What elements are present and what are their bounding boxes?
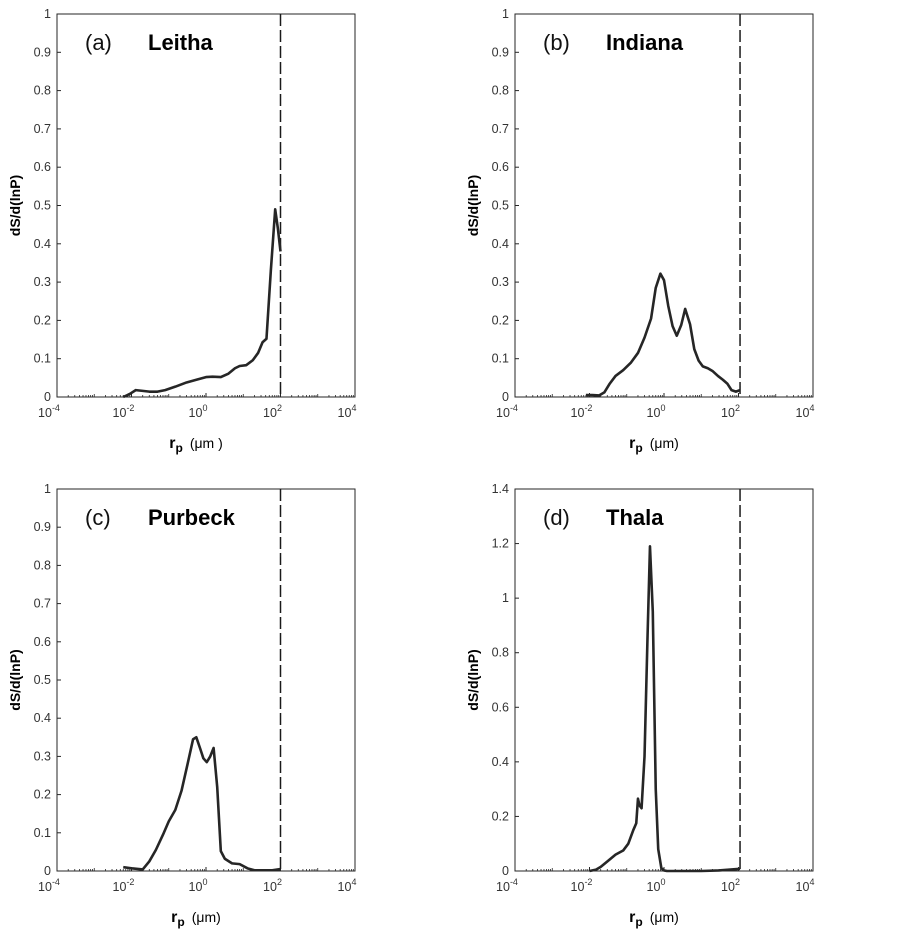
panel-b: 0 0.1 0.2 0.3 0.4 0.5 0.6 0.7 0.8 0.9 1 10-4 10-2 100… — [465, 7, 814, 455]
y-tick-label: 1 — [502, 591, 509, 605]
x-tick-label: 10-4 — [38, 877, 60, 894]
panel-c: 0 0.1 0.2 0.3 0.4 0.5 0.6 0.7 0.8 0.9 1 10-4 10-2 100… — [7, 482, 356, 929]
y-tick-label: 0.5 — [492, 199, 509, 213]
series-line — [589, 545, 741, 873]
panel-title: Indiana — [606, 30, 684, 55]
y-tick-label: 0.4 — [492, 237, 509, 251]
y-tick-label: 1 — [44, 7, 51, 21]
panel-title: Leitha — [148, 30, 214, 55]
x-axis-label: rp (μm) — [629, 909, 679, 929]
panel-label: (c) — [85, 505, 111, 530]
y-tick-label: 0.9 — [34, 520, 51, 534]
x-axis-label: rp (μm) — [629, 435, 679, 455]
y-tick-label: 1.4 — [492, 482, 509, 496]
x-tick-label: 100 — [647, 877, 666, 894]
y-tick-label: 0.6 — [34, 635, 51, 649]
x-tick-label: 10-2 — [113, 877, 135, 894]
x-tick-label: 104 — [338, 403, 357, 420]
y-tick-label: 0.9 — [492, 45, 509, 59]
y-tick-label: 0 — [44, 864, 51, 878]
x-tick-label: 102 — [263, 403, 282, 420]
series-line — [122, 208, 282, 399]
plot-frame — [56, 13, 356, 398]
x-tick-label: 104 — [796, 403, 815, 420]
x-tick-label: 10-4 — [496, 877, 518, 894]
panel-label: (d) — [543, 505, 570, 530]
x-axis-label: rp (μm ) — [169, 435, 223, 455]
series-line — [585, 272, 741, 397]
y-tick-label: 0.1 — [492, 352, 509, 366]
y-tick-label: 0.5 — [34, 673, 51, 687]
y-tick-label: 1.2 — [492, 537, 509, 551]
y-tick-label: 0.5 — [34, 199, 51, 213]
x-tick-label: 104 — [338, 877, 357, 894]
y-tick-label: 0.8 — [34, 558, 51, 572]
y-tick-label: 0 — [44, 390, 51, 404]
y-tick-label: 0.6 — [34, 160, 51, 174]
plot-frame — [514, 13, 814, 398]
x-tick-label: 100 — [647, 403, 666, 420]
panel-a: 0 0.1 0.2 0.3 0.4 0.5 0.6 0.7 0.8 0.9 1 10-4 10-2 100… — [7, 7, 356, 455]
x-tick-label: 100 — [189, 877, 208, 894]
y-tick-label: 0.1 — [34, 826, 51, 840]
y-tick-label: 0.8 — [34, 84, 51, 98]
x-tick-label: 102 — [263, 877, 282, 894]
y-tick-label: 0.6 — [492, 700, 509, 714]
y-tick-label: 0.3 — [492, 275, 509, 289]
y-tick-label: 0.2 — [34, 313, 51, 327]
panel-title: Thala — [606, 505, 664, 530]
y-tick-label: 0.4 — [492, 755, 509, 769]
x-tick-label: 100 — [189, 403, 208, 420]
y-tick-label: 0.2 — [34, 788, 51, 802]
y-tick-label: 0.8 — [492, 646, 509, 660]
y-tick-label: 0.4 — [34, 237, 51, 251]
panel-label: (a) — [85, 30, 112, 55]
series-line — [123, 736, 281, 872]
y-tick-label: 0.7 — [492, 122, 509, 136]
panel-label: (b) — [543, 30, 570, 55]
y-axis-label: dS/d(lnP) — [7, 175, 23, 236]
y-tick-label: 0.2 — [492, 313, 509, 327]
y-tick-label: 1 — [44, 482, 51, 496]
y-axis-label: dS/d(lnP) — [465, 649, 481, 710]
y-tick-label: 0 — [502, 390, 509, 404]
y-tick-label: 0.3 — [34, 749, 51, 763]
x-tick-label: 10-2 — [571, 877, 593, 894]
plot-frame — [514, 488, 814, 872]
y-tick-label: 0.7 — [34, 122, 51, 136]
x-tick-label: 102 — [721, 877, 740, 894]
x-tick-label: 10-2 — [113, 403, 135, 420]
x-axis-label: rp (μm) — [171, 909, 221, 929]
x-tick-label: 10-4 — [496, 403, 518, 420]
y-tick-label: 0.3 — [34, 275, 51, 289]
x-tick-label: 102 — [721, 403, 740, 420]
y-tick-label: 0.8 — [492, 84, 509, 98]
x-tick-label: 10-4 — [38, 403, 60, 420]
y-axis-label: dS/d(lnP) — [465, 175, 481, 236]
y-tick-label: 0.7 — [34, 597, 51, 611]
y-tick-label: 0.9 — [34, 45, 51, 59]
x-tick-label: 104 — [796, 877, 815, 894]
panel-d: 0 0.2 0.4 0.6 0.8 1 1.2 1.4 10-4 10-2 100 102 104 (d)… — [465, 482, 814, 929]
y-axis-label: dS/d(lnP) — [7, 649, 23, 710]
x-tick-label: 10-2 — [571, 403, 593, 420]
y-tick-label: 0.2 — [492, 809, 509, 823]
panel-title: Purbeck — [148, 505, 236, 530]
y-tick-label: 0.4 — [34, 711, 51, 725]
plot-frame — [56, 488, 356, 872]
y-tick-label: 0 — [502, 864, 509, 878]
y-tick-label: 1 — [502, 7, 509, 21]
y-tick-label: 0.6 — [492, 160, 509, 174]
y-tick-label: 0.1 — [34, 352, 51, 366]
